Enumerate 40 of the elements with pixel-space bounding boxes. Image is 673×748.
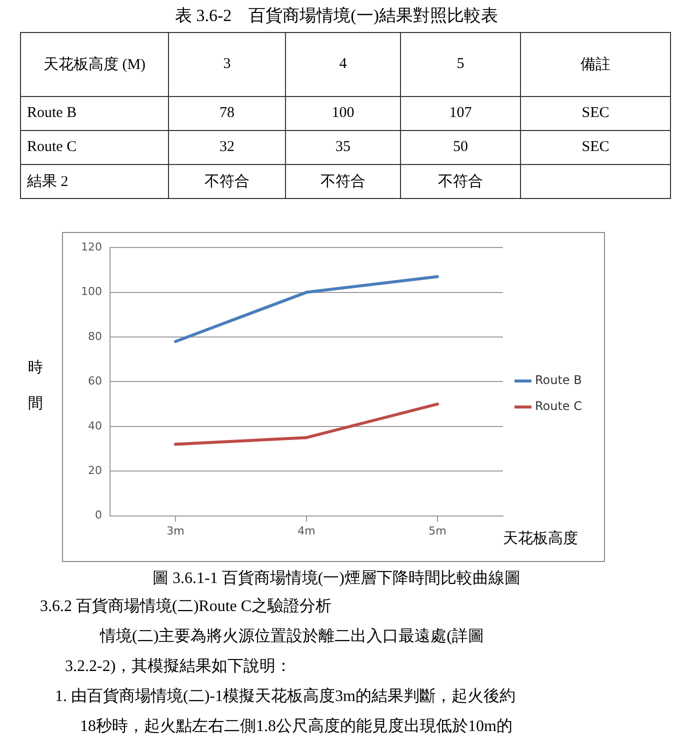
text: 35 [286, 130, 400, 164]
text: Route C [20, 130, 168, 164]
text: 100 [286, 96, 400, 130]
text: 表 3.6-2 百貨商場情境(一)結果對照比較表 [174, 5, 499, 27]
y-tick-label: 20 [88, 464, 102, 477]
text: 5 [400, 32, 520, 96]
legend-label: Route C [534, 399, 582, 414]
text: 情境(二)主要為將火源位置設於離二出入口最遠處(詳圖 [100, 626, 484, 647]
text: 不符合 [400, 164, 520, 198]
text: SEC [520, 96, 670, 130]
text: 107 [400, 96, 520, 130]
text: 18秒時，起火點左右二側1.8公尺高度的能見度出現低於10m的 [80, 716, 512, 737]
text: Route B [20, 96, 168, 130]
text: 不符合 [168, 164, 286, 198]
y-tick-label: 40 [88, 419, 102, 432]
x-tick-label: 3m [166, 524, 184, 538]
text: 時間 [28, 360, 43, 412]
text: 78 [168, 96, 286, 130]
text: 3 [168, 32, 286, 96]
text: 結果 2 [20, 164, 168, 198]
legend-label: Route B [534, 373, 582, 388]
y-tick-label: 120 [80, 240, 102, 254]
text: 3.2.2-2)，其模擬結果如下說明： [65, 656, 292, 677]
x-axis-title: 天花板高度 [503, 529, 578, 548]
y-tick-label: 80 [88, 330, 102, 343]
text: 32 [168, 130, 286, 164]
text: 3.6.2 百貨商場情境(二)Route C之驗證分析 [40, 596, 332, 617]
caption: 圖 3.6.1-1 百貨商場情境(一)煙層下降時間比較曲線圖 [152, 568, 522, 589]
text: 4 [286, 32, 400, 96]
text: 備註 [520, 32, 670, 96]
text: SEC [520, 130, 670, 164]
x-tick-label: 5m [428, 524, 446, 538]
text: 不符合 [286, 164, 400, 198]
x-tick-label: 4m [298, 524, 316, 538]
y-tick-label: 60 [88, 374, 102, 388]
text: 1. 由百貨商場情境(二)-1模擬天花板高度3m的結果判斷，起火後約 [55, 686, 516, 707]
text: 天花板高度 (M) [20, 32, 168, 96]
y-tick-label: 0 [94, 508, 102, 522]
y-tick-label: 100 [80, 285, 102, 298]
text: 50 [400, 130, 520, 164]
